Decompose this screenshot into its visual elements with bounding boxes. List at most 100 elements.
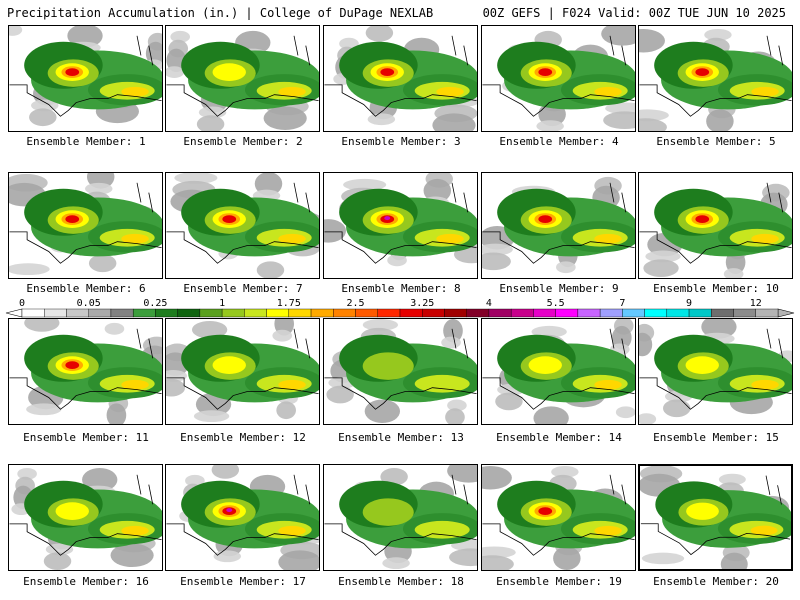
member-panel-10[interactable]: [638, 172, 793, 279]
colorbar-swatch: [733, 308, 756, 318]
member-caption: Ensemble Member: 12: [180, 431, 306, 444]
member-panel-7[interactable]: [165, 172, 320, 279]
colorbar-swatch: [310, 308, 334, 318]
member-caption: Ensemble Member: 17: [180, 575, 306, 588]
member-caption: Ensemble Member: 1: [26, 135, 146, 148]
colorbar-swatch: [66, 308, 89, 318]
colorbar-swatch: [422, 308, 445, 318]
precip-map: [166, 30, 319, 131]
member-panel-2[interactable]: [165, 25, 320, 132]
precip-map: [324, 26, 477, 131]
precip-map: [639, 319, 792, 424]
colorbar-swatch: [533, 308, 556, 318]
colorbar-swatch: [377, 308, 401, 318]
colorbar-swatch: [755, 308, 779, 318]
colorbar-tick-label: 1.75: [277, 298, 301, 309]
member-panel-16[interactable]: [8, 464, 163, 571]
member-caption: Ensemble Member: 11: [23, 431, 149, 444]
precip-map: [324, 173, 477, 267]
colorbar-swatch: [244, 308, 267, 318]
colorbar: 0 0.05 0.25 1 1.75 2.5 3.25 4 5.5 7 9 12: [4, 297, 796, 319]
member-panel-17[interactable]: [165, 464, 320, 571]
precip-map: [324, 465, 477, 570]
colorbar-swatch: [466, 308, 490, 318]
member-caption: Ensemble Member: 15: [653, 431, 779, 444]
colorbar-tick-label: 4: [486, 298, 492, 309]
member-panel-13[interactable]: [323, 318, 478, 425]
colorbar-tick-label: 3.25: [410, 298, 434, 309]
colorbar-tick-label: 12: [750, 298, 762, 309]
member-caption: Ensemble Member: 3: [341, 135, 461, 148]
member-panel-15[interactable]: [638, 318, 793, 425]
member-caption: Ensemble Member: 18: [338, 575, 464, 588]
colorbar-tick-label: 0.25: [143, 298, 167, 309]
member-panel-4[interactable]: [481, 25, 636, 132]
precip-map: [9, 26, 162, 127]
member-caption: Ensemble Member: 4: [499, 135, 619, 148]
colorbar-swatch: [221, 308, 245, 318]
colorbar-swatch: [88, 308, 112, 318]
colorbar-high-arrow: [777, 308, 795, 318]
member-caption: Ensemble Member: 13: [338, 431, 464, 444]
member-caption: Ensemble Member: 10: [653, 282, 779, 295]
colorbar-swatch: [333, 308, 356, 318]
member-panel-18[interactable]: [323, 464, 478, 571]
precip-map: [9, 467, 162, 570]
colorbar-swatch: [666, 308, 690, 318]
member-panel-19[interactable]: [481, 464, 636, 571]
colorbar-tick-label: 0.05: [77, 298, 101, 309]
member-caption: Ensemble Member: 6: [26, 282, 146, 295]
colorbar-tick-label: 9: [686, 298, 692, 309]
colorbar-swatch: [622, 308, 645, 318]
colorbar-swatch: [21, 308, 45, 318]
colorbar-swatch: [132, 308, 156, 318]
precip-map: [9, 173, 162, 276]
member-panel-11[interactable]: [8, 318, 163, 425]
colorbar-swatch: [444, 308, 467, 318]
colorbar-tick-label: 0: [19, 298, 25, 309]
colorbar-swatch: [510, 308, 534, 318]
member-panel-3[interactable]: [323, 25, 478, 132]
colorbar-swatch: [555, 308, 579, 318]
colorbar-swatch: [266, 308, 290, 318]
member-caption: Ensemble Member: 7: [183, 282, 303, 295]
precip-map: [482, 319, 635, 424]
colorbar-swatch: [177, 308, 201, 318]
member-panel-5[interactable]: [638, 25, 793, 132]
member-caption: Ensemble Member: 20: [653, 575, 779, 588]
member-caption: Ensemble Member: 14: [496, 431, 622, 444]
colorbar-swatch: [288, 308, 312, 318]
colorbar-swatch: [110, 308, 134, 318]
colorbar-swatch: [199, 308, 223, 318]
precip-map: [166, 173, 319, 278]
colorbar-swatch: [644, 308, 668, 318]
member-panel-8[interactable]: [323, 172, 478, 279]
colorbar-swatch: [155, 308, 178, 318]
precip-map: [482, 465, 635, 570]
member-panel-12[interactable]: [165, 318, 320, 425]
member-caption: Ensemble Member: 16: [23, 575, 149, 588]
colorbar-swatch: [44, 308, 67, 318]
chart-title: Precipitation Accumulation (in.) | Colle…: [7, 6, 434, 20]
colorbar-swatch: [599, 308, 623, 318]
member-panel-9[interactable]: [481, 172, 636, 279]
member-panel-1[interactable]: [8, 25, 163, 132]
colorbar-swatch: [355, 308, 378, 318]
colorbar-tick-label: 5.5: [547, 298, 565, 309]
colorbar-swatch: [711, 308, 734, 318]
precip-map: [640, 466, 791, 569]
colorbar-tick-label: 2.5: [346, 298, 364, 309]
precip-map: [324, 319, 477, 424]
precip-map: [482, 176, 635, 274]
colorbar-low-arrow: [5, 308, 23, 318]
precip-map: [9, 319, 162, 424]
member-panel-20[interactable]: [638, 464, 793, 571]
colorbar-swatch: [688, 308, 712, 318]
precip-map: [639, 182, 792, 278]
valid-time-label: 00Z GEFS | F024 Valid: 00Z TUE JUN 10 20…: [482, 6, 786, 20]
precip-map: [482, 26, 635, 131]
member-panel-6[interactable]: [8, 172, 163, 279]
member-panel-14[interactable]: [481, 318, 636, 425]
colorbar-tick-label: 1: [219, 298, 225, 309]
precip-map: [166, 319, 319, 423]
